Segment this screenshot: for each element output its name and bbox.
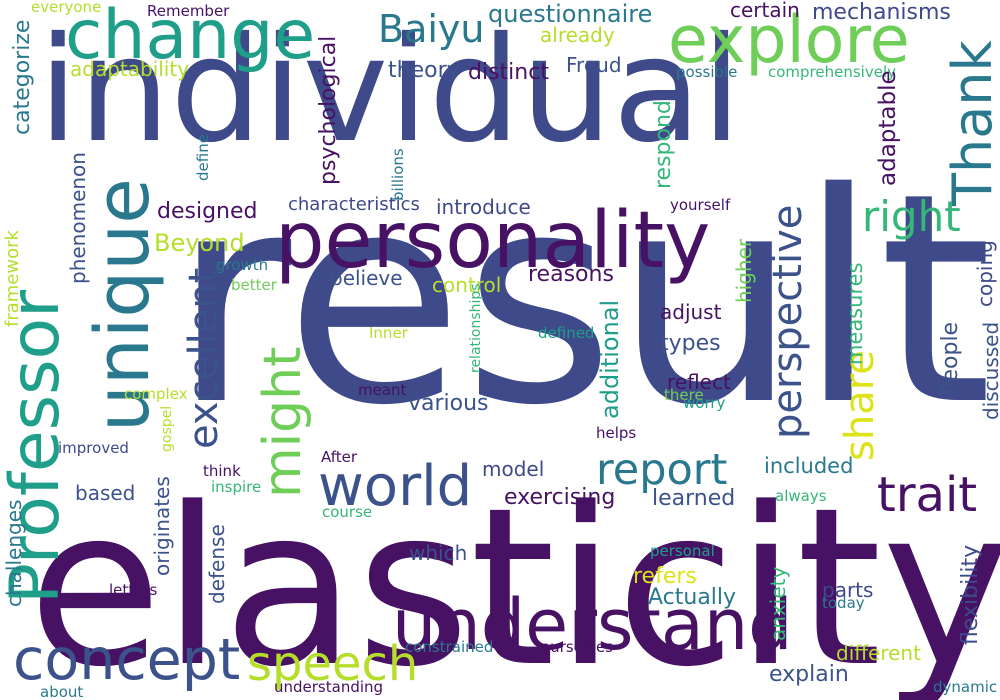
- word-share: share: [837, 350, 883, 461]
- word-framework: framework: [2, 230, 23, 327]
- word-change: change: [65, 0, 316, 75]
- word-report: report: [596, 445, 728, 495]
- word-inner: Inner: [369, 324, 408, 342]
- word-introduce: introduce: [436, 195, 531, 219]
- word-personality: personality: [275, 196, 711, 286]
- word-remember: Remember: [147, 2, 230, 20]
- word-freud: Freud: [566, 53, 622, 77]
- word-understand: understand: [392, 584, 793, 666]
- word-comprehensively: comprehensively: [768, 63, 896, 81]
- word-baiyu: Baiyu: [378, 7, 485, 51]
- word-model: model: [482, 457, 545, 481]
- word-adaptable: adaptable: [875, 70, 901, 186]
- word-define: define: [194, 134, 212, 181]
- word-discussed: discussed: [979, 321, 1000, 420]
- word-believe: believe: [330, 266, 403, 290]
- word-might: might: [253, 346, 313, 498]
- word-included: included: [764, 454, 854, 478]
- word-about: about: [40, 683, 84, 700]
- word-reflect: reflect: [667, 370, 731, 394]
- word-growth: growth: [216, 256, 269, 274]
- word-additional: additional: [596, 299, 624, 419]
- word-think: think: [203, 462, 241, 480]
- word-after: After: [321, 448, 358, 466]
- word-respond: respond: [651, 100, 676, 189]
- word-excellent: excellent: [181, 267, 227, 449]
- word-personal: personal: [650, 542, 715, 560]
- word-always: always: [775, 487, 827, 505]
- word-which: which: [409, 541, 468, 565]
- word-certain: certain: [730, 0, 800, 22]
- word-originates: originates: [150, 476, 174, 576]
- word-challenges: challenges: [2, 499, 26, 607]
- word-types: types: [660, 331, 721, 356]
- word-theory: theory: [388, 58, 460, 83]
- word-exercising: exercising: [504, 485, 616, 510]
- word-reasons: reasons: [528, 262, 614, 287]
- word-psychological: psychological: [316, 35, 341, 185]
- word-constrained: constrained: [405, 638, 494, 656]
- word-meant: meant: [358, 381, 407, 399]
- word-parts: parts: [822, 578, 874, 602]
- word-refers: refers: [633, 564, 697, 589]
- word-characteristics: characteristics: [288, 194, 420, 215]
- word-questionnaire: questionnaire: [488, 0, 653, 28]
- word-actually: Actually: [648, 585, 737, 610]
- word-individual: individual: [38, 6, 742, 175]
- word-world: world: [318, 454, 473, 519]
- word-trait: trait: [877, 467, 978, 523]
- word-result: result: [172, 132, 993, 469]
- word-explain: explain: [769, 662, 849, 687]
- word-speech: speech: [247, 636, 419, 692]
- word-already: already: [540, 23, 615, 47]
- word-there: there: [664, 386, 704, 404]
- word-elasticity: elasticity: [28, 462, 1000, 700]
- word-gospel: gospel: [159, 405, 175, 452]
- word-coping: coping: [973, 240, 997, 307]
- word-designed: designed: [157, 199, 258, 224]
- word-defense: defense: [205, 524, 229, 604]
- word-explore: explore: [668, 3, 910, 78]
- word-helps: helps: [596, 424, 637, 442]
- word-anxiety: anxiety: [766, 566, 790, 641]
- word-inspire: inspire: [211, 478, 262, 496]
- word-distinct: distinct: [468, 60, 549, 85]
- word-complex: complex: [124, 385, 188, 403]
- word-yourself: yourself: [670, 196, 731, 214]
- word-defined: defined: [538, 324, 595, 342]
- word-learned: learned: [652, 486, 736, 511]
- word-flexibility: flexibility: [958, 544, 983, 645]
- word-today: today: [822, 594, 865, 612]
- word-course: course: [322, 503, 373, 521]
- word-letters: letters: [109, 581, 158, 599]
- word-various: various: [408, 391, 489, 416]
- word-thank: Thank: [941, 40, 1000, 206]
- word-beyond: Beyond: [154, 229, 245, 257]
- word-worry: worry: [683, 394, 726, 412]
- word-measures: measures: [843, 262, 867, 365]
- word-phenomenon: phenomenon: [66, 152, 90, 284]
- word-adjust: adjust: [660, 300, 722, 324]
- word-understanding: understanding: [274, 678, 384, 696]
- word-different: different: [836, 641, 921, 665]
- word-categorize: categorize: [10, 19, 35, 135]
- word-ourselves: ourselves: [541, 638, 613, 656]
- word-relationships: relationships: [468, 283, 484, 373]
- word-based: based: [75, 481, 136, 505]
- word-perspective: perspective: [765, 204, 811, 439]
- word-dynamic: dynamic: [933, 678, 998, 696]
- word-better: better: [231, 276, 277, 294]
- word-concept: concept: [13, 627, 241, 693]
- word-control: control: [432, 273, 502, 297]
- word-adaptability: adaptability: [70, 57, 190, 81]
- word-mechanisms: mechanisms: [812, 0, 951, 25]
- word-possible: possible: [676, 63, 738, 81]
- word-people: People: [938, 321, 963, 395]
- word-higher: higher: [732, 238, 756, 303]
- word-improved: improved: [58, 439, 129, 457]
- word-right: right: [862, 192, 961, 241]
- word-everyone: everyone: [31, 0, 102, 16]
